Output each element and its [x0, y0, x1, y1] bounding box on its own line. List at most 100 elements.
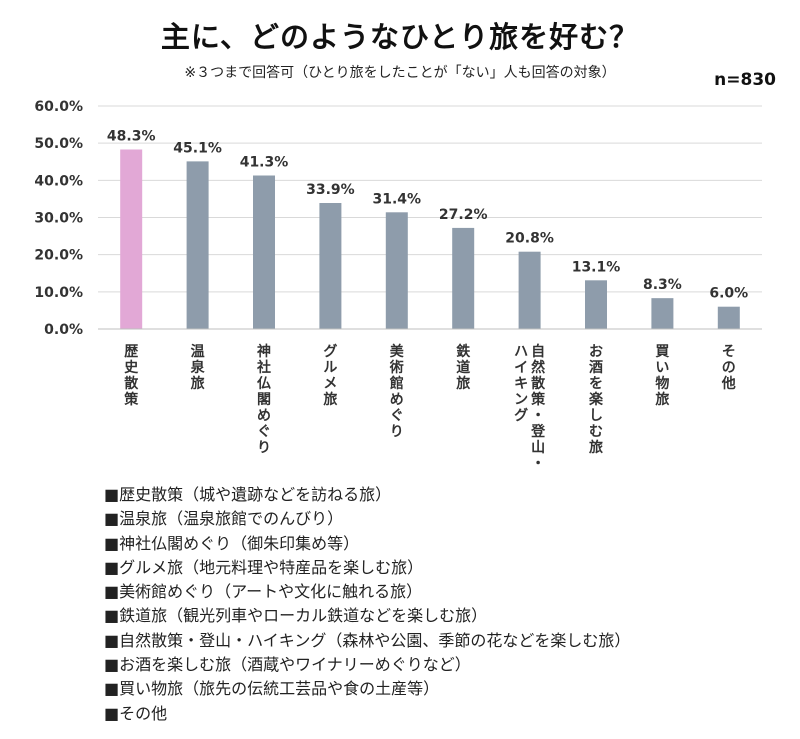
x-category-char: め — [390, 392, 404, 408]
x-category-char: 旅 — [589, 439, 603, 456]
x-category-char: 館 — [389, 375, 404, 392]
x-category-char: り — [257, 440, 271, 456]
bar — [253, 175, 275, 329]
x-category-char: 旅 — [655, 391, 669, 408]
sample-size: n=830 — [714, 70, 776, 90]
x-category-label: お酒を楽しむ旅 — [588, 344, 604, 456]
bar — [717, 306, 740, 329]
x-category-char: 然 — [531, 359, 545, 376]
x-category-char: グ — [323, 343, 337, 360]
x-category-label: グルメ旅 — [323, 343, 337, 408]
bar — [518, 251, 541, 329]
x-category-char: 鉄 — [456, 343, 471, 360]
x-category-char: 術 — [389, 359, 404, 376]
legend-item: ■美術館めぐり（アートや文化に触れる旅） — [104, 582, 423, 602]
chart-subtitle: ※３つまで回答可（ひとり旅をしたことが「ない」人も回答の対象） — [184, 65, 616, 81]
x-category-char: 社 — [256, 359, 271, 376]
x-category-char: む — [589, 424, 603, 440]
x-category-char: 閣 — [257, 392, 271, 408]
x-category-char: ・ — [531, 456, 545, 472]
x-category-label: 自然散策・登山・ハイキング — [514, 343, 546, 472]
x-category-char: 他 — [721, 375, 736, 392]
bar-value-label: 41.3% — [240, 155, 289, 171]
x-category-char: め — [257, 408, 271, 424]
bar-value-label: 48.3% — [107, 128, 156, 144]
x-category-char: 策 — [123, 391, 139, 408]
bar-value-label: 20.8% — [505, 231, 554, 247]
y-tick-label: 60.0% — [34, 99, 83, 115]
y-tick-label: 30.0% — [34, 211, 83, 227]
y-tick-label: 10.0% — [34, 285, 83, 301]
x-category-char: ン — [514, 392, 528, 408]
bar — [651, 298, 674, 329]
x-category-char: の — [722, 360, 736, 376]
x-category-char: ・ — [531, 408, 545, 424]
bar — [585, 280, 607, 329]
x-category-char: 温 — [191, 344, 205, 360]
legend-item: ■その他 — [104, 703, 168, 723]
x-category-char: ぐ — [390, 408, 404, 424]
x-category-char: 散 — [531, 375, 546, 392]
legend-item: ■歴史散策（城や遺跡などを訪ねる旅） — [104, 485, 392, 504]
x-category-char: 道 — [456, 359, 470, 376]
legend-item: ■鉄道旅（観光列車やローカル鉄道などを楽しむ旅） — [104, 606, 488, 626]
bar-value-label: 33.9% — [306, 182, 355, 198]
x-category-char: ル — [323, 360, 337, 376]
bar — [319, 203, 342, 329]
x-category-char: 仏 — [257, 376, 271, 392]
y-tick-label: 0.0% — [44, 322, 83, 338]
x-category-char: 山 — [531, 440, 545, 456]
bar — [452, 227, 475, 329]
y-tick-label: 20.0% — [34, 248, 83, 264]
bar-value-label: 31.4% — [373, 191, 422, 207]
x-category-char: イ — [514, 360, 528, 376]
bar-value-label: 45.1% — [173, 140, 222, 156]
bar — [385, 212, 408, 329]
x-category-char: し — [589, 408, 603, 424]
x-category-char: 楽 — [588, 391, 604, 408]
legend: ■歴史散策（城や遺跡などを訪ねる旅） ■温泉旅（温泉旅館でのんびり） ■神社仏閣… — [104, 483, 784, 726]
x-category-label: 温泉旅 — [191, 344, 206, 392]
x-category-char: グ — [514, 407, 528, 424]
legend-item: ■温泉旅（温泉旅館でのんびり） — [104, 509, 344, 529]
bar — [120, 149, 143, 329]
x-category-char: お — [589, 344, 603, 360]
x-category-char: 自 — [531, 343, 545, 360]
x-category-char: 泉 — [191, 359, 206, 376]
y-tick-label: 50.0% — [34, 136, 83, 152]
x-category-char: 酒 — [589, 360, 603, 376]
x-category-char: メ — [323, 376, 337, 392]
legend-item: ■神社仏閣めぐり（御朱印集め等） — [104, 533, 360, 553]
x-category-label: 鉄道旅 — [456, 343, 471, 392]
x-category-label: 歴史散策 — [123, 344, 139, 408]
x-category-char: 登 — [530, 423, 546, 440]
bar-chart: 0.0% 10.0% 20.0% 30.0% 40.0% 50.0% 60.0% 48.3% 歴… — [34, 99, 762, 472]
legend-item: ■お酒を楽しむ旅（酒蔵やワイナリーめぐりなど） — [104, 655, 471, 675]
legend-item: ■グルメ旅（地元料理や特産品を楽しむ旅） — [104, 557, 424, 577]
x-category-char: り — [390, 424, 404, 440]
x-category-char: 散 — [124, 375, 139, 392]
x-category-char: 旅 — [191, 375, 205, 392]
bar — [186, 161, 209, 329]
y-tick-label: 40.0% — [34, 173, 83, 189]
x-category-char: 史 — [124, 360, 139, 376]
x-category-char: 旅 — [323, 391, 337, 408]
x-category-char: 歴 — [124, 344, 138, 360]
bar-value-label: 6.0% — [709, 286, 748, 302]
chart-title: 主に、どのようなひとり旅を好む？ — [160, 20, 640, 54]
x-category-char: そ — [722, 344, 736, 360]
x-category-char: キ — [514, 376, 528, 392]
bar-value-label: 27.2% — [439, 207, 488, 223]
legend-item: ■買い物旅（旅先の伝統工芸品や食の土産等） — [104, 679, 440, 699]
x-category-char: 神 — [257, 343, 271, 360]
x-category-char: 物 — [655, 375, 669, 392]
x-category-char: 策 — [530, 391, 546, 408]
x-category-label: その他 — [721, 344, 736, 392]
x-category-char: 買 — [655, 344, 670, 360]
x-category-label: 買い物旅 — [655, 344, 670, 408]
bar-value-label: 13.1% — [572, 259, 621, 275]
x-category-char: い — [655, 360, 669, 376]
x-category-char: ぐ — [257, 424, 271, 440]
x-category-char: 旅 — [456, 375, 470, 392]
x-category-char: 美 — [390, 343, 405, 360]
